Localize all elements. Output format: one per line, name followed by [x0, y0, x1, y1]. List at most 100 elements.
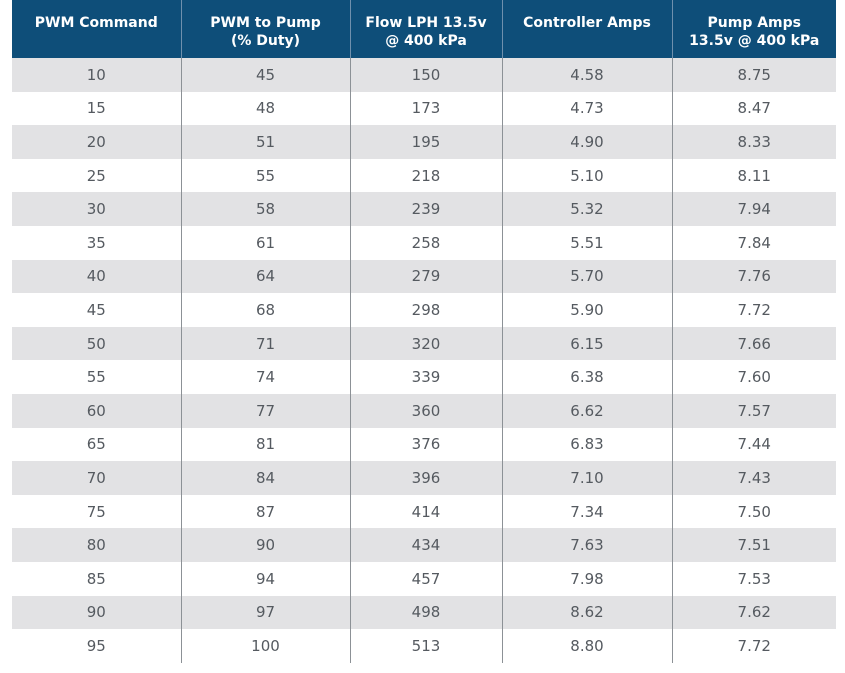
- cell-pwm-to-pump: 94: [180, 561, 350, 596]
- cell-controller-amps: 6.38: [501, 360, 672, 394]
- table-row: 85 94 457 7.98 7.53: [12, 561, 836, 596]
- cell-pump-amps: 7.62: [671, 595, 836, 630]
- cell-pump-amps: 8.47: [671, 91, 836, 126]
- header-pwm-to-pump: PWM to Pump (% Duty): [180, 0, 350, 58]
- cell-controller-amps: 5.90: [501, 293, 672, 327]
- cell-flow-lph: 339: [349, 360, 502, 394]
- cell-pump-amps: 7.84: [671, 225, 836, 260]
- cell-pwm-command: 70: [12, 461, 181, 495]
- cell-flow-lph: 298: [349, 293, 502, 327]
- cell-pwm-command: 45: [12, 293, 181, 327]
- cell-pwm-command: 15: [12, 91, 181, 126]
- table-row: 95 100 513 8.80 7.72: [12, 629, 836, 663]
- cell-pwm-to-pump: 90: [180, 528, 350, 562]
- cell-pwm-to-pump: 84: [180, 461, 350, 495]
- cell-flow-lph: 513: [349, 629, 502, 663]
- cell-pump-amps: 7.44: [671, 427, 836, 462]
- cell-controller-amps: 4.58: [501, 58, 672, 92]
- table-row: 40 64 279 5.70 7.76: [12, 259, 836, 294]
- cell-pump-amps: 7.50: [671, 494, 836, 529]
- cell-controller-amps: 5.51: [501, 225, 672, 260]
- header-label-line2: (% Duty): [230, 33, 301, 49]
- cell-pump-amps: 7.60: [671, 360, 836, 394]
- cell-pwm-to-pump: 64: [180, 259, 350, 294]
- cell-controller-amps: 7.34: [501, 494, 672, 529]
- cell-controller-amps: 7.98: [501, 561, 672, 596]
- header-label-line1: PWM Command: [34, 15, 158, 31]
- cell-controller-amps: 5.70: [501, 259, 672, 294]
- cell-flow-lph: 218: [349, 158, 502, 193]
- table-header: PWM Command PWM to Pump (% Duty) Flow LP…: [12, 0, 836, 58]
- cell-pwm-to-pump: 68: [180, 293, 350, 327]
- cell-pwm-command: 40: [12, 259, 181, 294]
- cell-pump-amps: 7.43: [671, 461, 836, 495]
- header-label-line1: Flow LPH 13.5v: [365, 15, 487, 31]
- cell-pump-amps: 7.76: [671, 259, 836, 294]
- cell-pwm-to-pump: 74: [180, 360, 350, 394]
- table-row: 20 51 195 4.90 8.33: [12, 125, 836, 159]
- table-row: 45 68 298 5.90 7.72: [12, 293, 836, 327]
- pwm-data-table: PWM Command PWM to Pump (% Duty) Flow LP…: [12, 0, 836, 663]
- cell-pwm-command: 80: [12, 528, 181, 562]
- cell-flow-lph: 360: [349, 393, 502, 428]
- cell-controller-amps: 6.62: [501, 393, 672, 428]
- table-row: 60 77 360 6.62 7.57: [12, 393, 836, 428]
- cell-pwm-to-pump: 71: [180, 326, 350, 361]
- cell-pump-amps: 7.72: [671, 293, 836, 327]
- table-row: 70 84 396 7.10 7.43: [12, 461, 836, 495]
- cell-controller-amps: 5.32: [501, 192, 672, 226]
- cell-pump-amps: 7.53: [671, 561, 836, 596]
- cell-pump-amps: 7.57: [671, 393, 836, 428]
- cell-pump-amps: 8.75: [671, 58, 836, 92]
- cell-pwm-command: 95: [12, 629, 181, 663]
- table-row: 90 97 498 8.62 7.62: [12, 595, 836, 630]
- table-row: 25 55 218 5.10 8.11: [12, 158, 836, 193]
- header-label-line2: @ 400 kPa: [385, 33, 467, 49]
- header-label-line1: PWM to Pump: [210, 15, 321, 31]
- cell-pwm-command: 20: [12, 125, 181, 159]
- cell-pwm-command: 30: [12, 192, 181, 226]
- table-row: 15 48 173 4.73 8.47: [12, 91, 836, 126]
- table-body: 10 45 150 4.58 8.75 15 48 173 4.73 8.47 20 51 195 4.9…: [12, 58, 836, 663]
- cell-flow-lph: 150: [349, 58, 502, 92]
- cell-flow-lph: 457: [349, 561, 502, 596]
- cell-controller-amps: 5.10: [501, 158, 672, 193]
- header-label-line2: 13.5v @ 400 kPa: [689, 33, 820, 49]
- cell-controller-amps: 4.90: [501, 125, 672, 159]
- cell-pwm-command: 65: [12, 427, 181, 462]
- cell-flow-lph: 173: [349, 91, 502, 126]
- cell-controller-amps: 7.63: [501, 528, 672, 562]
- cell-pwm-command: 35: [12, 225, 181, 260]
- cell-pwm-command: 10: [12, 58, 181, 92]
- cell-pump-amps: 8.11: [671, 158, 836, 193]
- cell-pump-amps: 7.66: [671, 326, 836, 361]
- table-row: 30 58 239 5.32 7.94: [12, 192, 836, 226]
- header-label-line1: Controller Amps: [523, 15, 651, 31]
- cell-flow-lph: 239: [349, 192, 502, 226]
- cell-pwm-command: 75: [12, 494, 181, 529]
- table-row: 55 74 339 6.38 7.60: [12, 360, 836, 394]
- cell-pwm-to-pump: 100: [180, 629, 350, 663]
- cell-pwm-to-pump: 48: [180, 91, 350, 126]
- cell-flow-lph: 498: [349, 595, 502, 630]
- cell-controller-amps: 4.73: [501, 91, 672, 126]
- cell-flow-lph: 195: [349, 125, 502, 159]
- cell-flow-lph: 279: [349, 259, 502, 294]
- header-pwm-command: PWM Command: [12, 0, 181, 58]
- cell-pwm-to-pump: 97: [180, 595, 350, 630]
- cell-pwm-command: 55: [12, 360, 181, 394]
- header-label-line1: Pump Amps: [707, 15, 802, 31]
- cell-controller-amps: 6.83: [501, 427, 672, 462]
- table-row: 65 81 376 6.83 7.44: [12, 427, 836, 462]
- cell-pwm-command: 85: [12, 561, 181, 596]
- cell-flow-lph: 414: [349, 494, 502, 529]
- header-flow-lph: Flow LPH 13.5v @ 400 kPa: [349, 0, 502, 58]
- table-row: 80 90 434 7.63 7.51: [12, 528, 836, 562]
- cell-flow-lph: 320: [349, 326, 502, 361]
- cell-pwm-to-pump: 45: [180, 58, 350, 92]
- cell-pwm-command: 25: [12, 158, 181, 193]
- cell-flow-lph: 376: [349, 427, 502, 462]
- cell-pwm-to-pump: 87: [180, 494, 350, 529]
- header-controller-amps: Controller Amps: [501, 0, 672, 58]
- cell-pwm-to-pump: 81: [180, 427, 350, 462]
